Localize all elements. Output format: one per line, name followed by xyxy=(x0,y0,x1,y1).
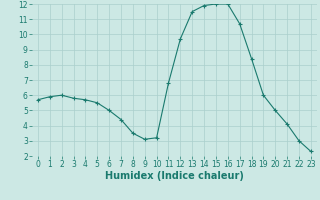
X-axis label: Humidex (Indice chaleur): Humidex (Indice chaleur) xyxy=(105,171,244,181)
